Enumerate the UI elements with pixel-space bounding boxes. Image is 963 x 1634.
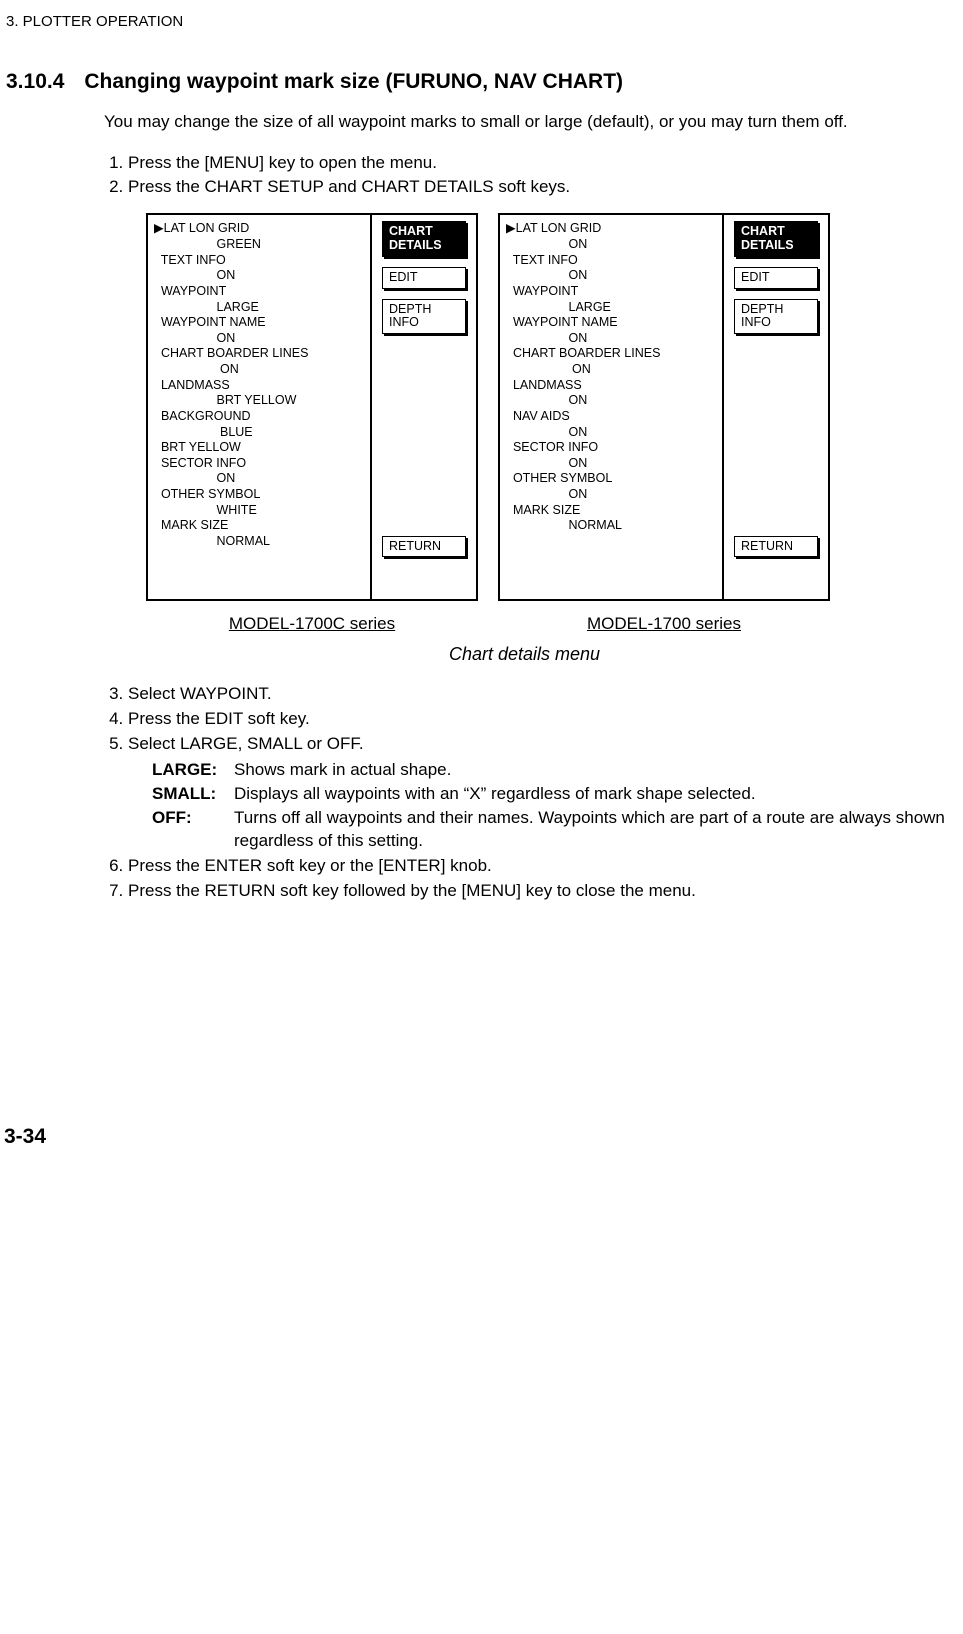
menu-row: TEXT INFO [154,253,364,269]
option-off: OFF: Turns off all waypoints and their n… [152,807,945,853]
option-small-body: Displays all waypoints with an “X” regar… [234,783,945,806]
step-6: Press the ENTER soft key or the [ENTER] … [128,855,945,878]
menu-row: CHART BOARDER LINES [506,346,716,362]
menu-row: NORMAL [154,534,364,550]
page-number: 3-34 [4,1123,945,1151]
option-off-label: OFF: [152,807,234,853]
menu-row: MARK SIZE [154,518,364,534]
menu-row: LARGE [154,300,364,316]
option-large: LARGE: Shows mark in actual shape. [152,759,945,782]
diagram-1700c: ▶LAT LON GRID GREEN TEXT INFO ON WAYPOIN… [146,213,478,603]
menu-row: ON [154,471,364,487]
softkey-panel-b: CHART DETAILS EDIT DEPTH INFO RETURN [724,213,830,601]
menu-row: NAV AIDS [506,409,716,425]
menu-row: ▶LAT LON GRID [154,221,364,237]
menu-row: WAYPOINT NAME [154,315,364,331]
menu-row: ON [506,456,716,472]
menu-row: ON [506,425,716,441]
step-2: Press the CHART SETUP and CHART DETAILS … [128,176,945,199]
model-label-1700: MODEL-1700 series [498,609,830,636]
softkey-edit[interactable]: EDIT [382,267,466,289]
menu-row: WAYPOINT [506,284,716,300]
softkey-return[interactable]: RETURN [734,536,818,558]
menu-row: ON [154,331,364,347]
menu-row: BRT YELLOW [154,393,364,409]
softkey-panel-a: CHART DETAILS EDIT DEPTH INFO RETURN [372,213,478,601]
model-label-1700c: MODEL-1700C series [146,609,478,636]
step-5-text: Select LARGE, SMALL or OFF. [128,734,364,753]
softkey-return[interactable]: RETURN [382,536,466,558]
header-line: 3. PLOTTER OPERATION [6,12,945,32]
softkey-chart-details[interactable]: CHART DETAILS [382,221,466,257]
step-4: Press the EDIT soft key. [128,708,945,731]
menu-row: WAYPOINT [154,284,364,300]
menu-row: BRT YELLOW [154,440,364,456]
menu-row: LANDMASS [506,378,716,394]
menu-row: TEXT INFO [506,253,716,269]
softkey-depth-info[interactable]: DEPTH INFO [382,299,466,335]
step-list-cont: Select WAYPOINT. Press the EDIT soft key… [104,683,945,903]
menu-row: ON [154,268,364,284]
menu-row: OTHER SYMBOL [506,471,716,487]
option-large-label: LARGE: [152,759,234,782]
menu-row: OTHER SYMBOL [154,487,364,503]
softkey-depth-info[interactable]: DEPTH INFO [734,299,818,335]
diagrams-row: ▶LAT LON GRID GREEN TEXT INFO ON WAYPOIN… [146,213,945,603]
menu-row: ON [506,393,716,409]
option-small-label: SMALL: [152,783,234,806]
menu-row: SECTOR INFO [154,456,364,472]
menu-row: ON [506,237,716,253]
menu-row: MARK SIZE [506,503,716,519]
step-5: Select LARGE, SMALL or OFF. LARGE: Shows… [128,733,945,854]
option-small: SMALL: Displays all waypoints with an “X… [152,783,945,806]
menu-box-b: ▶LAT LON GRID ON TEXT INFO ON WAYPOINT L… [498,213,724,601]
step-list: Press the [MENU] key to open the menu. P… [104,152,945,200]
step-7: Press the RETURN soft key followed by th… [128,880,945,903]
menu-row: ON [506,268,716,284]
figure-caption: Chart details menu [104,642,945,666]
menu-row: SECTOR INFO [506,440,716,456]
menu-row: CHART BOARDER LINES [154,346,364,362]
section-title: Changing waypoint mark size (FURUNO, NAV… [84,68,623,96]
menu-row: ON [154,362,364,378]
menu-row: WHITE [154,503,364,519]
section-number: 3.10.4 [6,68,64,96]
softkey-chart-details[interactable]: CHART DETAILS [734,221,818,257]
intro-paragraph: You may change the size of all waypoint … [104,111,945,134]
menu-row: ▶LAT LON GRID [506,221,716,237]
option-off-body: Turns off all waypoints and their names.… [234,807,945,853]
option-large-body: Shows mark in actual shape. [234,759,945,782]
menu-row: ON [506,331,716,347]
menu-row: NORMAL [506,518,716,534]
menu-row: BACKGROUND [154,409,364,425]
options-list: LARGE: Shows mark in actual shape. SMALL… [152,759,945,853]
menu-row: WAYPOINT NAME [506,315,716,331]
step-1: Press the [MENU] key to open the menu. [128,152,945,175]
menu-row: GREEN [154,237,364,253]
step-3: Select WAYPOINT. [128,683,945,706]
menu-row: LARGE [506,300,716,316]
menu-box-a: ▶LAT LON GRID GREEN TEXT INFO ON WAYPOIN… [146,213,372,601]
menu-row: BLUE [154,425,364,441]
diagram-1700: ▶LAT LON GRID ON TEXT INFO ON WAYPOINT L… [498,213,830,603]
menu-row: ON [506,487,716,503]
model-row: MODEL-1700C series MODEL-1700 series [146,609,945,636]
section-heading: 3.10.4 Changing waypoint mark size (FURU… [6,68,945,96]
softkey-edit[interactable]: EDIT [734,267,818,289]
menu-row: ON [506,362,716,378]
menu-row: LANDMASS [154,378,364,394]
